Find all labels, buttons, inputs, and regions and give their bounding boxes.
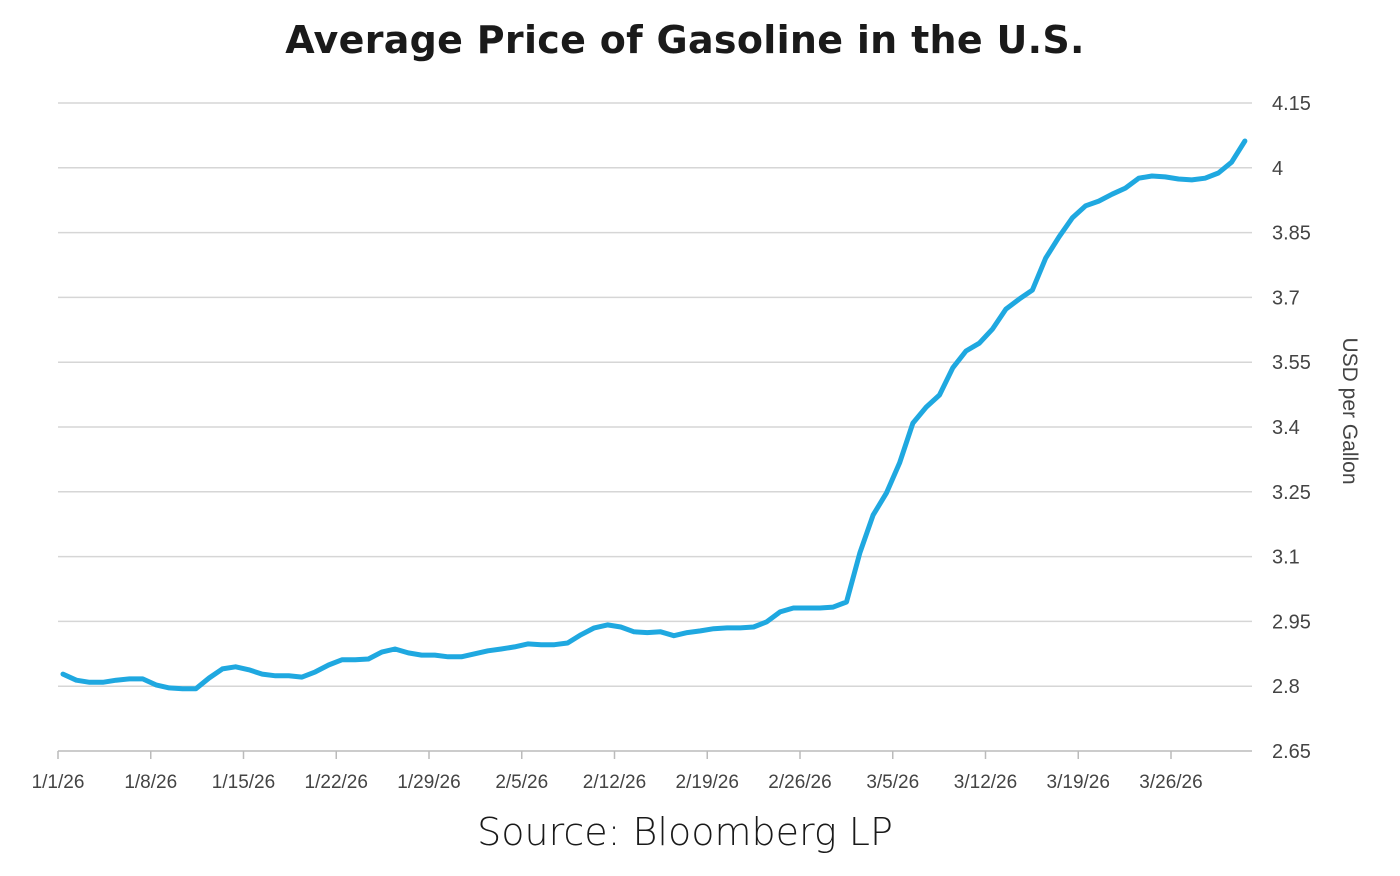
y-tick-label: 2.95	[1272, 611, 1311, 633]
y-tick-label: 2.8	[1272, 676, 1300, 698]
x-tick-label: 3/19/26	[1047, 772, 1110, 793]
x-tick-label: 2/26/26	[768, 772, 831, 793]
chart-title: Average Price of Gasoline in the U.S.	[285, 18, 1085, 62]
source-note: Source: Bloomberg LP	[477, 810, 893, 854]
data-points	[62, 140, 1246, 689]
x-tick-label: 3/12/26	[954, 772, 1017, 793]
x-tick-label: 2/5/26	[495, 772, 548, 793]
y-tick-label: 3.55	[1272, 352, 1311, 374]
y-tick-label: 3.25	[1272, 482, 1311, 504]
x-tick-label: 1/8/26	[124, 772, 177, 793]
x-tick-label: 1/22/26	[305, 772, 368, 793]
y-tick-label: 2.65	[1272, 741, 1311, 763]
x-tick-label: 3/26/26	[1139, 772, 1202, 793]
x-tick-label: 3/5/26	[866, 772, 919, 793]
x-tick-label: 1/29/26	[397, 772, 460, 793]
y-tick-label: 4	[1272, 158, 1283, 180]
y-tick-label: 3.1	[1272, 547, 1300, 569]
y-tick-label: 3.85	[1272, 223, 1311, 245]
x-tick-label: 2/19/26	[676, 772, 739, 793]
x-tick-label: 1/1/26	[32, 772, 85, 793]
y-tick-label: 4.15	[1272, 93, 1311, 115]
y-axis-label: USD per Gallon	[1338, 337, 1361, 484]
y-tick-label: 3.7	[1272, 287, 1300, 309]
price-line	[60, 138, 1248, 692]
x-tick-label: 1/15/26	[212, 772, 275, 793]
y-tick-label: 3.4	[1272, 417, 1300, 439]
x-tick-label: 2/12/26	[583, 772, 646, 793]
